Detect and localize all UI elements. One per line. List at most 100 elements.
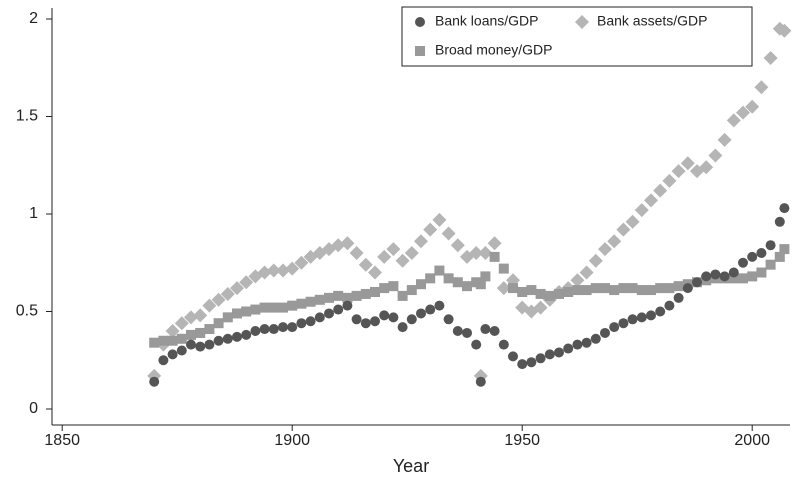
point (443, 314, 454, 325)
point (609, 285, 620, 296)
point (202, 298, 217, 313)
point (296, 298, 307, 309)
point (195, 327, 206, 338)
point (370, 287, 380, 297)
x-tick-label: 2000 (734, 432, 770, 449)
point (471, 339, 482, 350)
point (747, 251, 758, 262)
point (469, 246, 484, 260)
point (388, 312, 399, 323)
point (728, 273, 739, 284)
point (644, 193, 658, 208)
point (434, 300, 445, 311)
y-tick-label: 2 (29, 10, 38, 27)
point (213, 335, 224, 346)
point (701, 271, 712, 282)
point (462, 281, 472, 292)
point (618, 318, 629, 329)
point (324, 292, 334, 303)
point (508, 283, 518, 294)
point (616, 222, 631, 237)
point (268, 302, 279, 313)
point (167, 349, 178, 360)
point (266, 263, 281, 278)
point (634, 203, 649, 218)
point (673, 281, 684, 292)
point (278, 302, 288, 313)
point (480, 324, 491, 335)
point (609, 322, 620, 333)
point (710, 269, 721, 280)
point (487, 236, 502, 251)
point (736, 105, 750, 120)
point (186, 339, 196, 350)
point (581, 337, 592, 348)
point (646, 310, 656, 321)
point (763, 51, 778, 65)
point (554, 288, 564, 299)
point (692, 277, 702, 288)
point (379, 310, 390, 321)
point (526, 285, 537, 296)
point (158, 355, 169, 366)
point (646, 285, 656, 296)
y-tick-label: 0.5 (16, 303, 38, 320)
point (588, 253, 603, 268)
point (765, 259, 776, 270)
point (257, 265, 272, 280)
point (193, 308, 208, 323)
point (627, 283, 638, 294)
point (570, 273, 585, 288)
point (498, 263, 509, 274)
point (404, 246, 419, 260)
point (222, 312, 233, 323)
point (738, 273, 748, 284)
point (305, 296, 316, 307)
point (241, 306, 252, 317)
point (475, 376, 486, 387)
point (664, 300, 675, 311)
point (333, 304, 344, 315)
point (278, 322, 288, 333)
point (250, 304, 261, 315)
legend-marker (415, 17, 425, 27)
point (498, 339, 509, 350)
point (475, 279, 486, 290)
point (655, 283, 666, 294)
point (195, 341, 206, 352)
point (314, 312, 325, 323)
point (671, 164, 686, 179)
point (480, 271, 491, 282)
point (230, 281, 244, 296)
point (779, 203, 790, 214)
point (728, 267, 739, 278)
point (165, 324, 180, 338)
x-axis-label: Year (393, 456, 429, 476)
point (572, 339, 583, 350)
point (340, 236, 355, 251)
point (554, 347, 564, 358)
point (204, 324, 215, 335)
point (360, 318, 371, 329)
point (268, 324, 279, 335)
legend-label: Bank loans/GDP (435, 13, 539, 29)
point (434, 265, 445, 276)
point (213, 318, 224, 329)
point (572, 285, 583, 296)
point (673, 292, 684, 303)
point (386, 242, 401, 257)
point (517, 287, 528, 297)
point (756, 248, 767, 258)
point (351, 290, 362, 301)
point (232, 308, 242, 319)
point (535, 288, 546, 299)
point (232, 331, 242, 342)
point (416, 308, 426, 319)
point (167, 335, 178, 346)
point (432, 212, 447, 227)
point (774, 251, 785, 262)
x-tick-label: 1900 (274, 432, 310, 449)
point (379, 283, 390, 294)
point (779, 244, 790, 255)
legend-label: Broad money/GDP (435, 42, 553, 58)
